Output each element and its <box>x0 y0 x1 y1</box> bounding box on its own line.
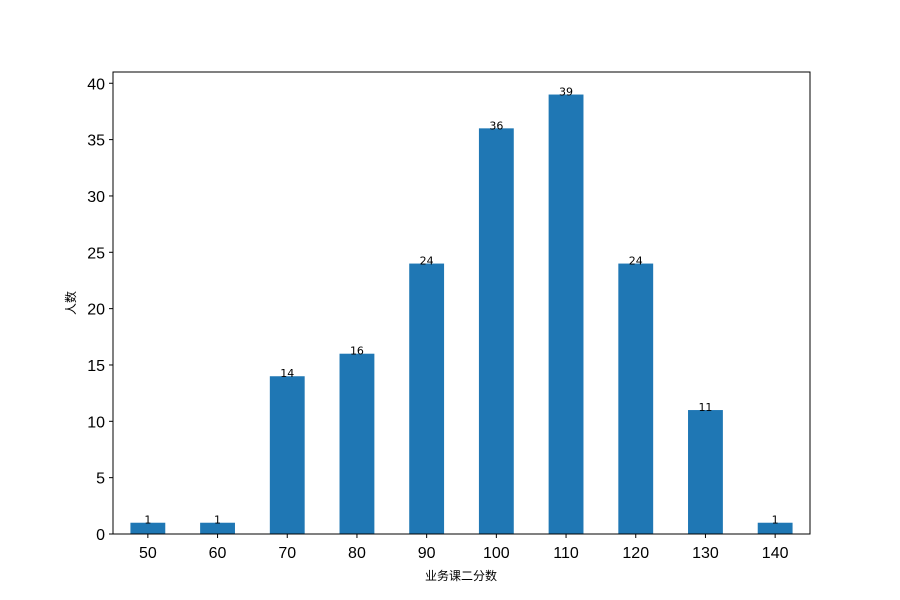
data-label-50: 1 <box>144 514 151 527</box>
data-label-110: 39 <box>559 86 573 99</box>
x-tick-label: 90 <box>418 545 436 562</box>
y-tick-label: 5 <box>96 471 105 488</box>
x-tick-label: 120 <box>622 545 649 562</box>
x-axis-label: 业务课二分数 <box>425 568 497 583</box>
y-tick-label: 0 <box>96 527 105 544</box>
x-tick-label: 100 <box>483 545 510 562</box>
y-tick-label: 30 <box>87 189 105 206</box>
data-label-130: 11 <box>698 401 712 414</box>
x-tick-label: 80 <box>348 545 366 562</box>
bar-110 <box>548 94 584 534</box>
x-tick-label: 70 <box>278 545 296 562</box>
y-tick-label: 25 <box>87 245 105 262</box>
bar-50 <box>130 522 166 534</box>
data-label-120: 24 <box>629 255 643 268</box>
y-tick-label: 40 <box>87 76 105 93</box>
y-tick-label: 15 <box>87 358 105 375</box>
y-axis-label: 人数 <box>63 291 78 315</box>
x-tick-label: 140 <box>762 545 789 562</box>
x-tick-label: 130 <box>692 545 719 562</box>
data-label-90: 24 <box>420 255 434 268</box>
x-tick-label: 50 <box>139 545 157 562</box>
bar-80 <box>339 353 375 534</box>
bar-130 <box>688 410 723 534</box>
data-label-60: 1 <box>214 514 221 527</box>
bar-60 <box>200 522 235 534</box>
x-tick-label: 60 <box>209 545 227 562</box>
data-label-70: 14 <box>280 367 294 380</box>
data-label-140: 1 <box>772 514 779 527</box>
y-tick-label: 20 <box>87 302 105 319</box>
y-tick-label: 35 <box>87 133 105 150</box>
x-tick-label: 110 <box>553 545 579 562</box>
y-tick-label: 10 <box>87 414 105 431</box>
bar-140 <box>757 522 793 534</box>
bar-90 <box>409 263 445 534</box>
bar-120 <box>618 263 654 534</box>
bar-70 <box>269 376 305 534</box>
axes-frame <box>112 71 811 535</box>
bar-100 <box>478 128 514 534</box>
data-label-80: 16 <box>350 345 364 358</box>
data-label-100: 36 <box>489 119 503 132</box>
